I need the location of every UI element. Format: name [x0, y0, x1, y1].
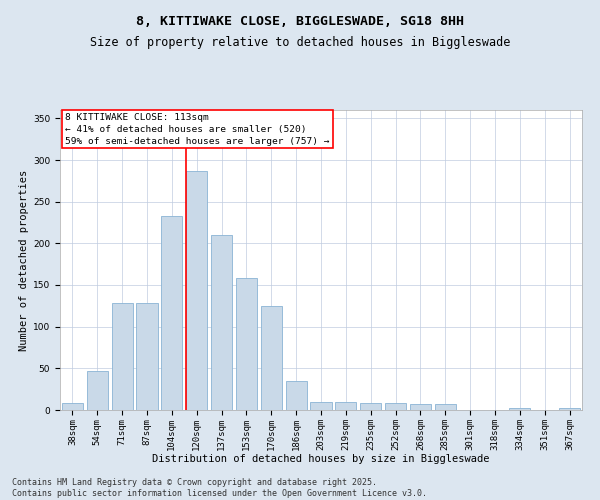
Bar	[335, 402, 356, 410]
Bar	[136, 304, 158, 410]
Bar	[435, 404, 456, 410]
X-axis label: Distribution of detached houses by size in Biggleswade: Distribution of detached houses by size …	[152, 454, 490, 464]
Bar	[559, 408, 580, 410]
Bar	[236, 278, 257, 410]
Bar	[161, 216, 182, 410]
Bar	[261, 306, 282, 410]
Bar	[286, 381, 307, 410]
Text: Size of property relative to detached houses in Biggleswade: Size of property relative to detached ho…	[90, 36, 510, 49]
Bar	[112, 304, 133, 410]
Y-axis label: Number of detached properties: Number of detached properties	[19, 170, 29, 350]
Bar	[509, 408, 530, 410]
Bar	[360, 402, 381, 410]
Bar	[87, 371, 108, 410]
Text: 8, KITTIWAKE CLOSE, BIGGLESWADE, SG18 8HH: 8, KITTIWAKE CLOSE, BIGGLESWADE, SG18 8H…	[136, 15, 464, 28]
Text: 8 KITTIWAKE CLOSE: 113sqm
← 41% of detached houses are smaller (520)
59% of semi: 8 KITTIWAKE CLOSE: 113sqm ← 41% of detac…	[65, 113, 330, 146]
Text: Contains HM Land Registry data © Crown copyright and database right 2025.
Contai: Contains HM Land Registry data © Crown c…	[12, 478, 427, 498]
Bar	[385, 402, 406, 410]
Bar	[211, 235, 232, 410]
Bar	[310, 402, 332, 410]
Bar	[62, 402, 83, 410]
Bar	[186, 171, 207, 410]
Bar	[410, 404, 431, 410]
